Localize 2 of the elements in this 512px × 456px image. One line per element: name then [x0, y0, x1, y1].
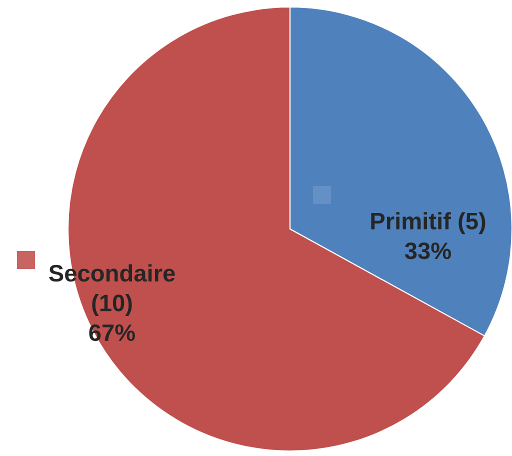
data-label: 33% [404, 242, 452, 260]
slice-label: Primitif (5) [371, 212, 486, 234]
